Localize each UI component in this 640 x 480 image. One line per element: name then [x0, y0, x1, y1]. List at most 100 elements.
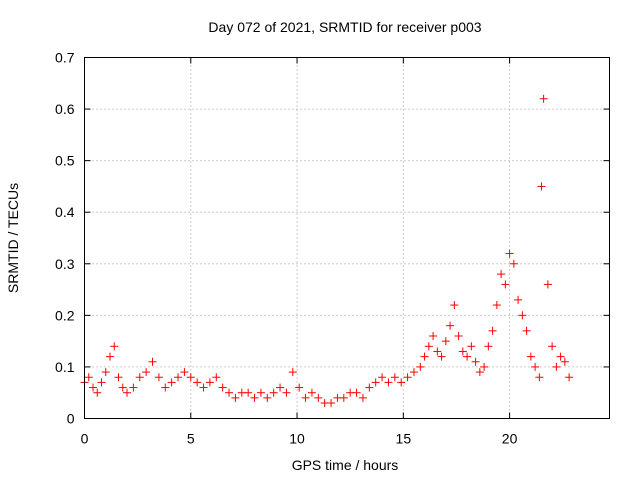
data-point	[509, 259, 518, 268]
data-point	[118, 383, 127, 392]
data-point	[514, 295, 523, 304]
y-tick-label: 0.3	[55, 256, 75, 272]
data-point	[463, 352, 472, 361]
y-tick-label: 0.1	[55, 359, 75, 375]
data-point	[295, 383, 304, 392]
data-point	[409, 368, 418, 377]
data-point	[488, 326, 497, 335]
data-point	[441, 337, 450, 346]
data-point	[424, 342, 433, 351]
data-point	[420, 352, 429, 361]
data-point	[244, 388, 253, 397]
y-tick-label: 0.7	[55, 50, 75, 66]
x-tick-label: 10	[289, 431, 305, 447]
data-point	[101, 368, 110, 377]
data-point	[560, 357, 569, 366]
data-point	[307, 388, 316, 397]
data-point	[142, 368, 151, 377]
x-tick-label: 5	[187, 431, 195, 447]
y-tick-label: 0.5	[55, 153, 75, 169]
data-point	[231, 393, 240, 402]
data-point	[522, 326, 531, 335]
data-point	[484, 342, 493, 351]
data-point	[193, 378, 202, 387]
data-point	[471, 357, 480, 366]
data-point	[174, 373, 183, 382]
data-point	[180, 368, 189, 377]
data-point	[97, 378, 106, 387]
data-point	[556, 352, 565, 361]
plot-frame	[84, 57, 610, 419]
y-tick-label: 0	[67, 411, 75, 427]
data-point	[433, 347, 442, 356]
data-point	[505, 249, 514, 258]
data-point	[129, 383, 138, 392]
x-axis-label: GPS time / hours	[292, 457, 399, 473]
data-point	[397, 378, 406, 387]
data-point	[497, 270, 506, 279]
data-point	[167, 378, 176, 387]
data-point	[225, 388, 234, 397]
grid-layer	[84, 57, 610, 419]
data-point	[537, 182, 546, 191]
data-point	[552, 362, 561, 371]
data-point	[467, 342, 476, 351]
data-point	[384, 378, 393, 387]
data-point	[548, 342, 557, 351]
y-tick-label: 0.4	[55, 204, 75, 220]
x-tick-label: 0	[81, 431, 89, 447]
data-point	[526, 352, 535, 361]
data-point	[93, 388, 102, 397]
data-point	[314, 393, 323, 402]
data-point	[492, 301, 501, 310]
data-point	[437, 352, 446, 361]
data-point	[565, 373, 574, 382]
data-point	[429, 331, 438, 340]
data-point	[186, 373, 195, 382]
data-point	[365, 383, 374, 392]
data-point	[446, 321, 455, 330]
data-point	[114, 373, 123, 382]
data-point	[535, 373, 544, 382]
data-point	[256, 388, 265, 397]
data-point	[218, 383, 227, 392]
x-tick-label: 20	[502, 431, 518, 447]
data-point	[288, 368, 297, 377]
y-tick-label: 0.6	[55, 101, 75, 117]
data-point	[110, 342, 119, 351]
data-point	[89, 383, 98, 392]
data-point	[339, 393, 348, 402]
data-point	[269, 388, 278, 397]
data-point	[352, 388, 361, 397]
data-point	[371, 378, 380, 387]
data-point	[327, 399, 336, 408]
data-point	[454, 331, 463, 340]
data-point	[390, 373, 399, 382]
data-point	[501, 280, 510, 289]
data-point	[135, 373, 144, 382]
data-point	[161, 383, 170, 392]
data-point	[123, 388, 132, 397]
chart-title: Day 072 of 2021, SRMTID for receiver p00…	[208, 19, 481, 35]
data-point	[480, 362, 489, 371]
y-axis-label: SRMTID / TECUs	[5, 183, 21, 293]
data-point	[458, 347, 467, 356]
axis-ticks	[84, 57, 610, 419]
data-point	[518, 311, 527, 320]
data-point	[276, 383, 285, 392]
data-point	[250, 393, 259, 402]
y-tick-label: 0.2	[55, 307, 75, 323]
data-point	[475, 368, 484, 377]
data-point	[531, 362, 540, 371]
data-points	[80, 94, 574, 408]
data-point	[106, 352, 115, 361]
data-point	[205, 378, 214, 387]
data-point	[416, 362, 425, 371]
data-point	[212, 373, 221, 382]
data-point	[154, 373, 163, 382]
data-point	[148, 357, 157, 366]
data-point	[543, 280, 552, 289]
data-point	[539, 94, 548, 103]
data-point	[301, 393, 310, 402]
